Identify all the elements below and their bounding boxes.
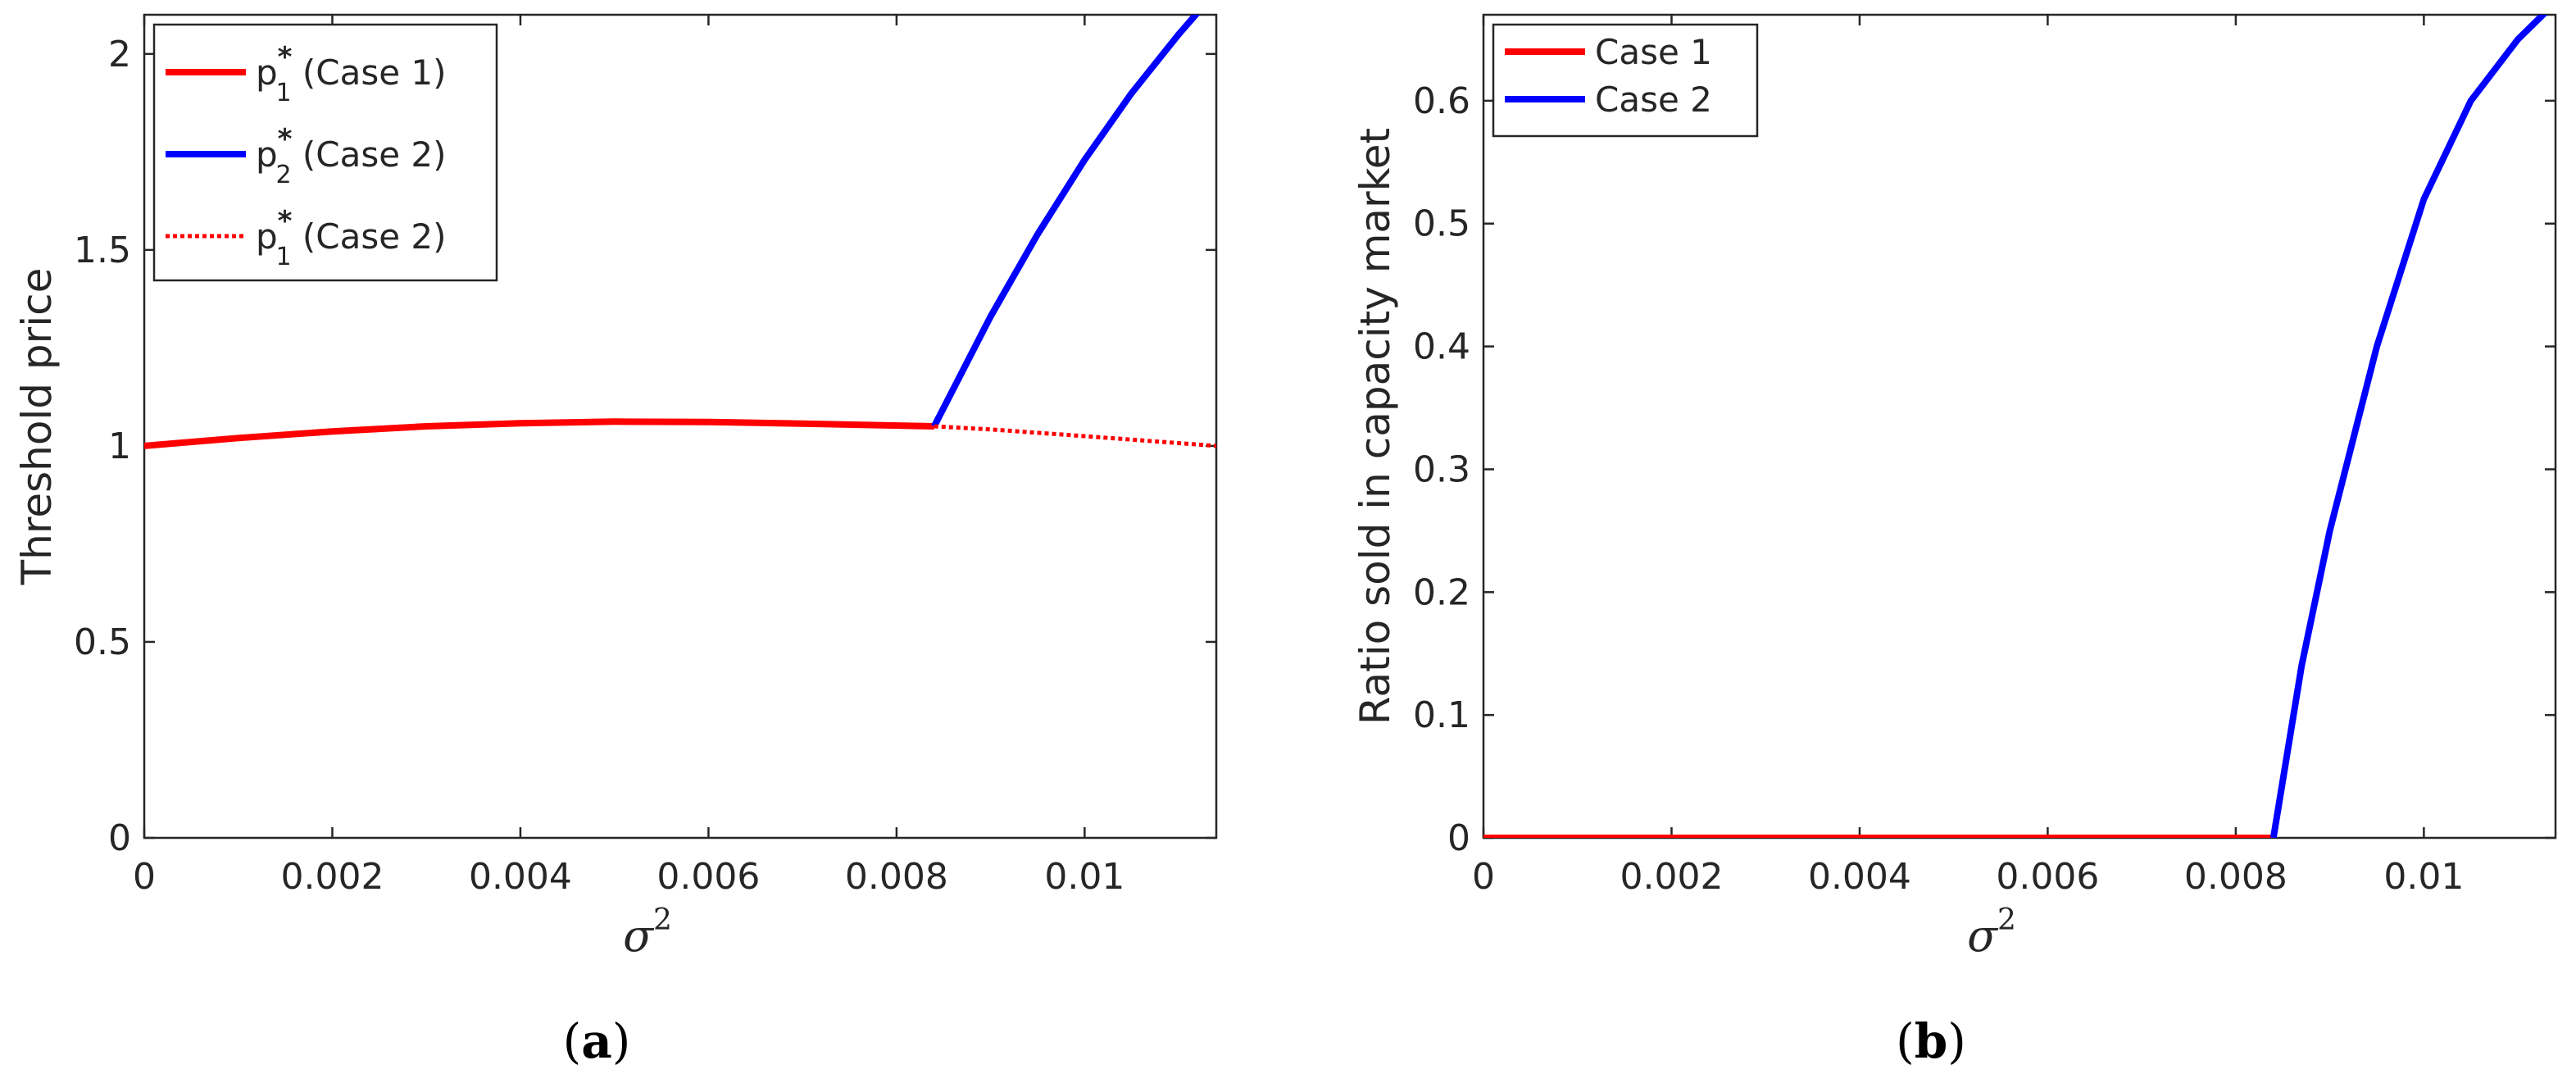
y-tick-label: 0 xyxy=(108,817,131,859)
x-tick-label: 0 xyxy=(133,856,156,898)
plot-frame xyxy=(143,13,1218,840)
x-axis-label-superscript: 2 xyxy=(653,903,672,937)
y-tick-label: 0.1 xyxy=(1413,694,1470,736)
legend: Case 1 Case 2 xyxy=(1492,23,1759,138)
panel-caption: (b) xyxy=(1896,1013,1966,1069)
legend: p* 1 (Case 1) p* 2 (Case 2) p* 1 (Case 2) xyxy=(152,23,498,282)
legend-entry-2: Case 2 xyxy=(1595,80,1712,120)
x-tick-label: 0.004 xyxy=(469,856,572,898)
y-tick-label: 2 xyxy=(108,34,131,75)
x-tick-label: 0.01 xyxy=(1044,856,1124,898)
x-tick-label: 0.006 xyxy=(1996,856,2099,898)
y-tick-label: 0.6 xyxy=(1413,80,1470,122)
plot-frame xyxy=(1482,13,2557,840)
x-tick-label: 0 xyxy=(1472,856,1495,898)
y-tick-label: 0.2 xyxy=(1413,571,1470,613)
x-tick-label: 0.006 xyxy=(656,856,760,898)
y-tick-label: 1.5 xyxy=(74,230,131,271)
chart-panel-2: 0 0.002 0.004 0.006 0.008 0.01 0 0.1 0.2 0.3 0.4 0.… xyxy=(1352,13,2557,1069)
legend-entry-3: p* 1 (Case 2) xyxy=(256,205,447,271)
x-tick-label: 0.002 xyxy=(280,856,384,898)
legend-entry-1: Case 1 xyxy=(1595,32,1712,72)
y-tick-label: 0 xyxy=(1447,817,1470,859)
chart-panel-1: 0 0.002 0.004 0.006 0.008 0.0100.511.52σ2Thre… xyxy=(13,13,1218,1069)
legend-entry-2: p* 2 (Case 2) xyxy=(256,123,447,189)
y-tick-label: 0.5 xyxy=(1413,203,1470,245)
y-tick-label: 0.3 xyxy=(1413,448,1470,490)
x-tick-label: 0.01 xyxy=(2383,856,2464,898)
legend-box xyxy=(1492,23,1759,138)
series-line-3 xyxy=(934,424,1216,448)
y-tick-label: 0.4 xyxy=(1413,326,1470,368)
series-line-2 xyxy=(2269,15,2548,838)
legend-entry-1: p* 1 (Case 1) xyxy=(256,41,447,107)
x-tick-label: 0.004 xyxy=(1808,856,1911,898)
x-tick-label: 0.008 xyxy=(845,856,948,898)
x-tick-label: 0.002 xyxy=(1620,856,1723,898)
panel-caption: (a) xyxy=(563,1013,631,1069)
series-line-1 xyxy=(144,418,934,449)
y-axis-label: Threshold price xyxy=(13,268,61,586)
x-axis-label: σ2 xyxy=(623,903,672,962)
x-axis-label: σ2 xyxy=(1967,903,2016,962)
x-tick-label: 0.008 xyxy=(2184,856,2288,898)
x-axis-label-superscript: 2 xyxy=(1997,903,2016,937)
series-line-2 xyxy=(931,15,1201,428)
y-axis-label: Ratio sold in capacity market xyxy=(1352,128,1399,725)
y-tick-label: 1 xyxy=(108,425,131,467)
y-tick-label: 0.5 xyxy=(74,621,131,663)
